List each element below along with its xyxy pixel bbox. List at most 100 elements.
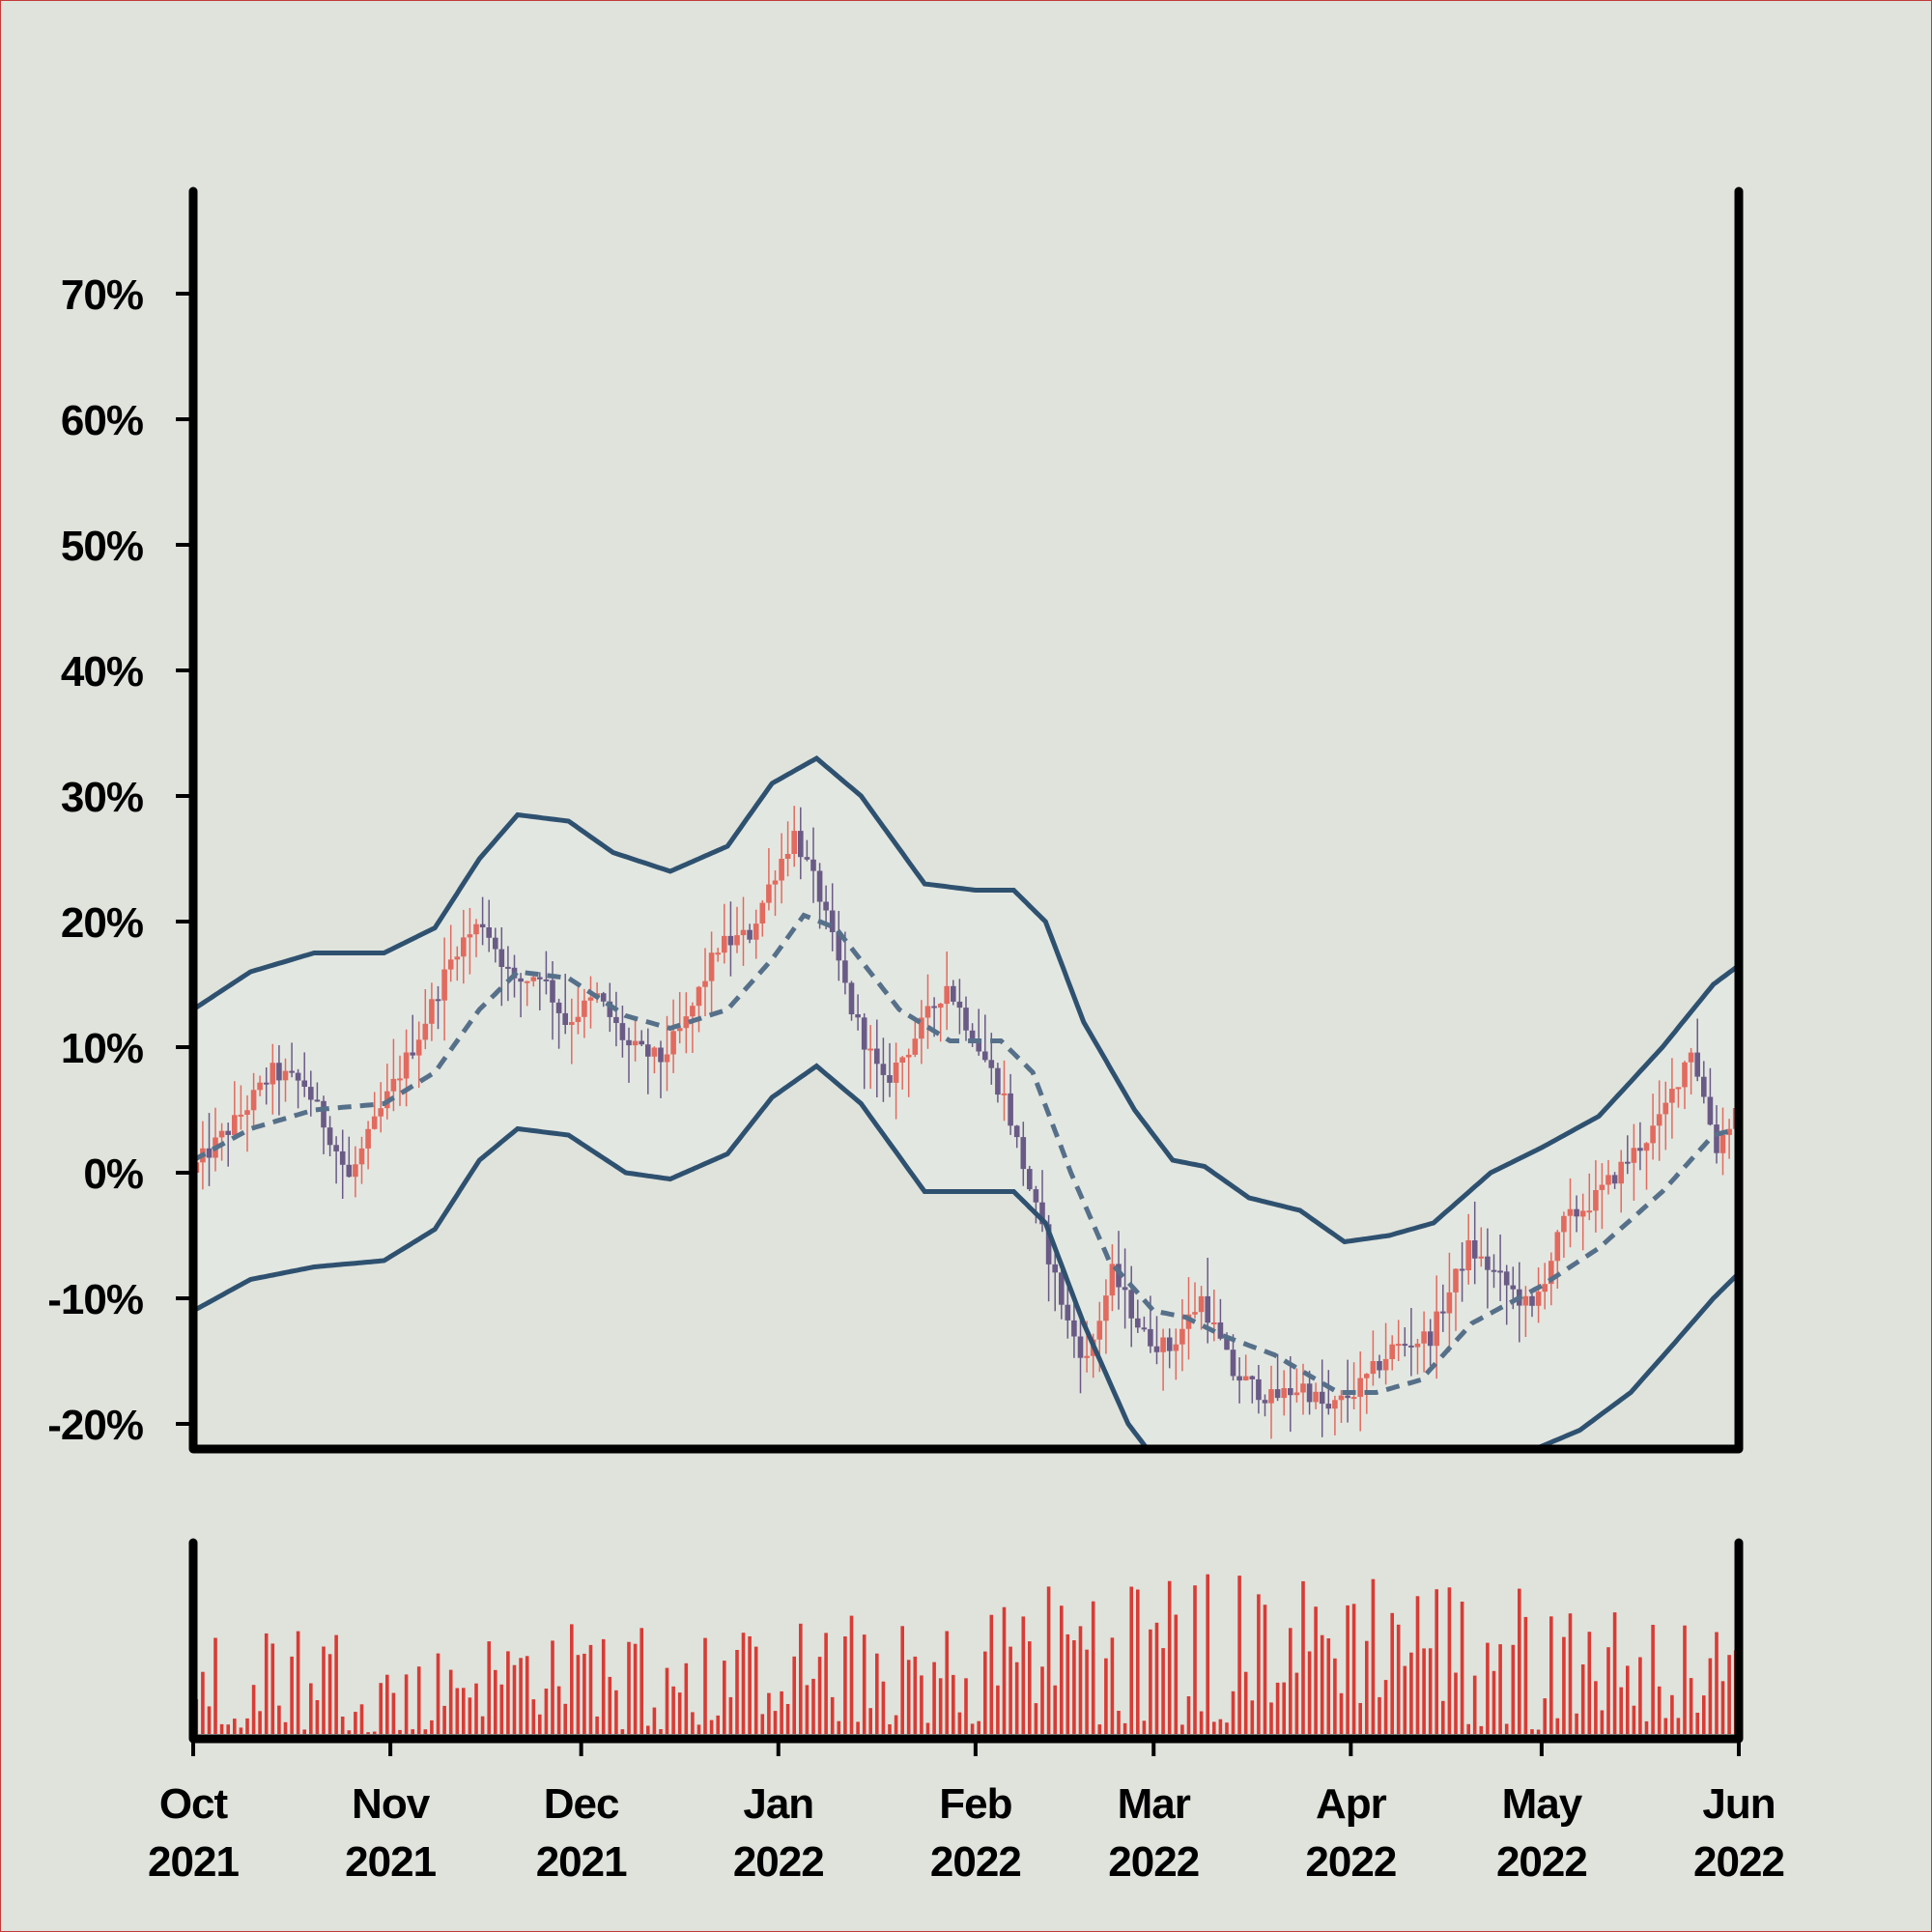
candle <box>1008 1073 1013 1135</box>
candle <box>759 900 766 937</box>
candle <box>1281 1370 1287 1416</box>
volume-bar <box>970 1723 975 1734</box>
volume-bar <box>1174 1614 1179 1734</box>
candle-body <box>1281 1388 1287 1399</box>
volume-bar <box>633 1643 638 1734</box>
volume-bar <box>837 1720 841 1734</box>
candle <box>976 1009 981 1056</box>
candle <box>1554 1230 1561 1289</box>
candle <box>944 952 950 1031</box>
candle <box>1350 1362 1357 1409</box>
volume-bar <box>811 1678 815 1734</box>
candle <box>479 896 486 946</box>
volume-bar <box>932 1662 936 1734</box>
candle <box>1593 1160 1599 1233</box>
candle-body <box>1593 1190 1599 1211</box>
volume-bar <box>340 1717 345 1734</box>
candle <box>1357 1351 1363 1432</box>
candle-body <box>722 935 727 953</box>
candle <box>498 927 505 1007</box>
candle-body <box>1662 1102 1669 1115</box>
volume-bar <box>462 1688 466 1734</box>
candle-body <box>371 1116 378 1129</box>
volume-bar <box>1435 1589 1438 1734</box>
candle <box>1567 1178 1574 1248</box>
volume-bar <box>1122 1722 1127 1734</box>
volume-bar <box>1568 1613 1573 1734</box>
candle-body <box>676 1028 683 1032</box>
candle <box>1414 1339 1421 1375</box>
candle-body <box>562 1012 568 1025</box>
x-tick-year: 2022 <box>1496 1838 1587 1886</box>
candle-body <box>651 1047 658 1057</box>
volume-bar <box>1289 1628 1293 1734</box>
volume-panel-frame <box>188 1538 1744 1744</box>
y-tick-label: 60% <box>61 397 143 444</box>
candle <box>378 1082 384 1133</box>
candle-body <box>1625 1161 1631 1164</box>
candle-body <box>1694 1052 1700 1077</box>
y-tick-label: -10% <box>47 1276 143 1323</box>
volume-bar <box>1708 1658 1713 1734</box>
candle-body <box>218 1130 225 1138</box>
volume-bar <box>1097 1724 1102 1734</box>
volume-bar <box>767 1692 771 1734</box>
volume-bar <box>1632 1705 1636 1734</box>
candle <box>206 1113 213 1186</box>
candle-body <box>1675 1087 1682 1090</box>
volume-bar <box>1479 1725 1484 1734</box>
volume-bar <box>1543 1698 1547 1734</box>
volume-bar <box>499 1684 504 1734</box>
volume-bar <box>1720 1681 1725 1734</box>
candle <box>613 991 619 1047</box>
candle <box>626 1027 632 1083</box>
candle-body <box>784 854 791 859</box>
volume-bar <box>423 1729 428 1734</box>
volume-bar <box>219 1723 224 1734</box>
x-tick-year: 2022 <box>930 1838 1021 1886</box>
candle-body <box>740 929 747 936</box>
candle-body <box>1166 1337 1173 1351</box>
candle-body <box>1345 1395 1350 1399</box>
candle <box>353 1146 358 1198</box>
volume-bar <box>563 1703 567 1734</box>
candle <box>358 1136 365 1184</box>
candle-body <box>289 1070 295 1073</box>
candle <box>1662 1081 1669 1151</box>
candle <box>435 985 441 1030</box>
candle-body <box>1579 1210 1586 1217</box>
volume-bar <box>302 1729 306 1734</box>
candle <box>784 821 791 877</box>
volume-bar <box>952 1674 955 1734</box>
candle <box>1408 1308 1414 1377</box>
candle-body <box>1001 1093 1008 1095</box>
candle <box>766 848 772 911</box>
candle-body <box>390 1078 397 1092</box>
candle <box>555 998 562 1049</box>
x-tick-month: Jan <box>743 1780 813 1828</box>
volume-bar <box>1149 1629 1152 1734</box>
volume-bar <box>245 1718 249 1734</box>
volume-bar <box>366 1732 370 1734</box>
candle-body <box>619 1023 626 1040</box>
candle-body <box>1185 1314 1192 1329</box>
volume-bar <box>665 1667 669 1734</box>
candle <box>1503 1264 1510 1325</box>
candle <box>415 1021 422 1089</box>
volume-bar <box>1333 1658 1337 1734</box>
candle <box>441 937 447 1041</box>
candle-body <box>1682 1062 1688 1088</box>
candle <box>1274 1353 1281 1402</box>
candle-body <box>1325 1404 1332 1409</box>
candle <box>753 909 759 959</box>
candle <box>238 1085 244 1130</box>
candle-body <box>696 986 702 1007</box>
candle-body <box>1586 1210 1593 1213</box>
volume-bar <box>595 1716 599 1734</box>
volume-bar <box>1237 1576 1241 1734</box>
candle-body <box>1148 1328 1153 1347</box>
candle-body <box>225 1130 231 1135</box>
candle <box>1637 1122 1643 1171</box>
price-panel-frame <box>188 186 1744 1454</box>
candle-body <box>441 969 447 1001</box>
